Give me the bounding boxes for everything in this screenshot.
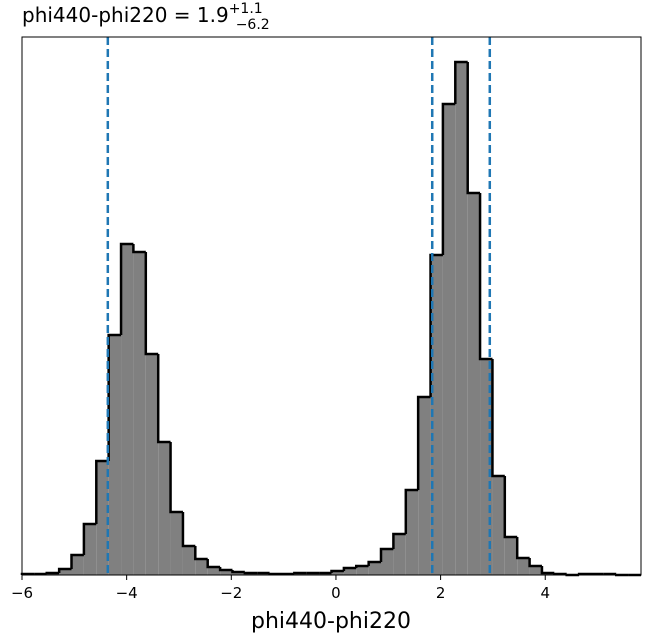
- histogram-bar: [467, 193, 481, 575]
- histogram-bar: [232, 572, 245, 575]
- histogram-step: [454, 60, 468, 104]
- histogram-bar: [504, 537, 518, 575]
- histogram-bar: [492, 476, 505, 575]
- histogram-step: [194, 546, 208, 561]
- histogram-bar: [343, 568, 357, 575]
- histogram-step: [70, 553, 84, 569]
- histogram-bar: [195, 559, 208, 575]
- histogram-bar: [405, 490, 419, 575]
- histogram-step: [528, 558, 542, 568]
- histogram-bar: [442, 104, 456, 575]
- chart-title: phi440-phi220 = 1.9+1.1 −6.2: [22, 1, 270, 33]
- histogram-step: [515, 537, 530, 560]
- histogram-step: [553, 572, 567, 576]
- histogram-bar: [59, 569, 72, 575]
- histogram-bar: [133, 252, 146, 575]
- plot-frame: [21, 36, 642, 576]
- histogram-step: [466, 62, 481, 195]
- histogram-step: [107, 333, 122, 461]
- x-tick-label: −6: [11, 584, 33, 602]
- histogram-step: [379, 547, 394, 562]
- histogram-step: [181, 512, 196, 548]
- title-main: phi440-phi220 = 1.9: [22, 3, 229, 27]
- histogram-bar: [182, 546, 196, 575]
- histogram-step: [540, 566, 555, 575]
- histogram-bar: [331, 571, 344, 575]
- histogram-step: [330, 569, 344, 573]
- histogram-step: [243, 571, 258, 575]
- histogram-step: [95, 459, 109, 524]
- histogram-step: [478, 193, 493, 361]
- histogram-bar: [83, 524, 97, 575]
- histogram-step: [268, 572, 283, 576]
- histogram-step: [132, 244, 146, 254]
- x-tick-label: 2: [436, 584, 446, 602]
- x-tick-label: 4: [540, 584, 550, 602]
- histogram-bar: [170, 512, 183, 575]
- histogram-step: [45, 571, 60, 575]
- histogram-bar: [418, 397, 431, 575]
- x-axis-label: phi440-phi220: [251, 609, 411, 634]
- histogram-step: [342, 566, 357, 571]
- histogram-bar: [71, 555, 84, 575]
- histogram-bar: [368, 562, 381, 575]
- histogram-step: [404, 488, 419, 534]
- histogram-bar: [145, 354, 159, 575]
- histogram-step: [392, 532, 406, 549]
- histogram-bar: [356, 566, 369, 575]
- histogram-bar: [108, 335, 122, 575]
- histogram-bar: [430, 255, 443, 575]
- histogram-bar: [380, 549, 394, 575]
- histogram-step: [218, 567, 233, 572]
- histogram-step: [57, 567, 72, 573]
- x-tick-label: −4: [116, 584, 138, 602]
- histogram-step: [355, 564, 369, 568]
- histogram-step: [416, 395, 431, 490]
- histogram-bar: [455, 62, 468, 575]
- histogram-step: [429, 253, 443, 397]
- histogram-step: [231, 570, 245, 574]
- x-tick-label: −2: [220, 584, 242, 602]
- title-upper: +1.1: [229, 1, 263, 17]
- histogram-bar: [158, 442, 171, 575]
- histogram-step: [293, 571, 307, 575]
- histogram-step: [491, 359, 505, 478]
- histogram-bar: [393, 534, 406, 575]
- histogram-step: [169, 442, 183, 514]
- histogram-bar: [529, 566, 542, 575]
- histogram-step: [156, 354, 171, 444]
- histogram-step: [367, 560, 381, 566]
- histogram-step: [119, 242, 134, 335]
- histogram-bar: [96, 461, 109, 575]
- histogram-bar: [220, 570, 233, 575]
- histogram-step: [82, 522, 97, 555]
- histogram-step: [144, 252, 159, 356]
- histogram-step: [503, 476, 518, 539]
- histogram-bar: [207, 567, 221, 575]
- histogram-bar: [517, 558, 530, 575]
- x-tick-label: 0: [331, 584, 341, 602]
- title-lower: −6.2: [236, 17, 270, 33]
- histogram-bar: [121, 244, 134, 575]
- histogram-step: [206, 559, 221, 569]
- histogram-step: [441, 102, 456, 255]
